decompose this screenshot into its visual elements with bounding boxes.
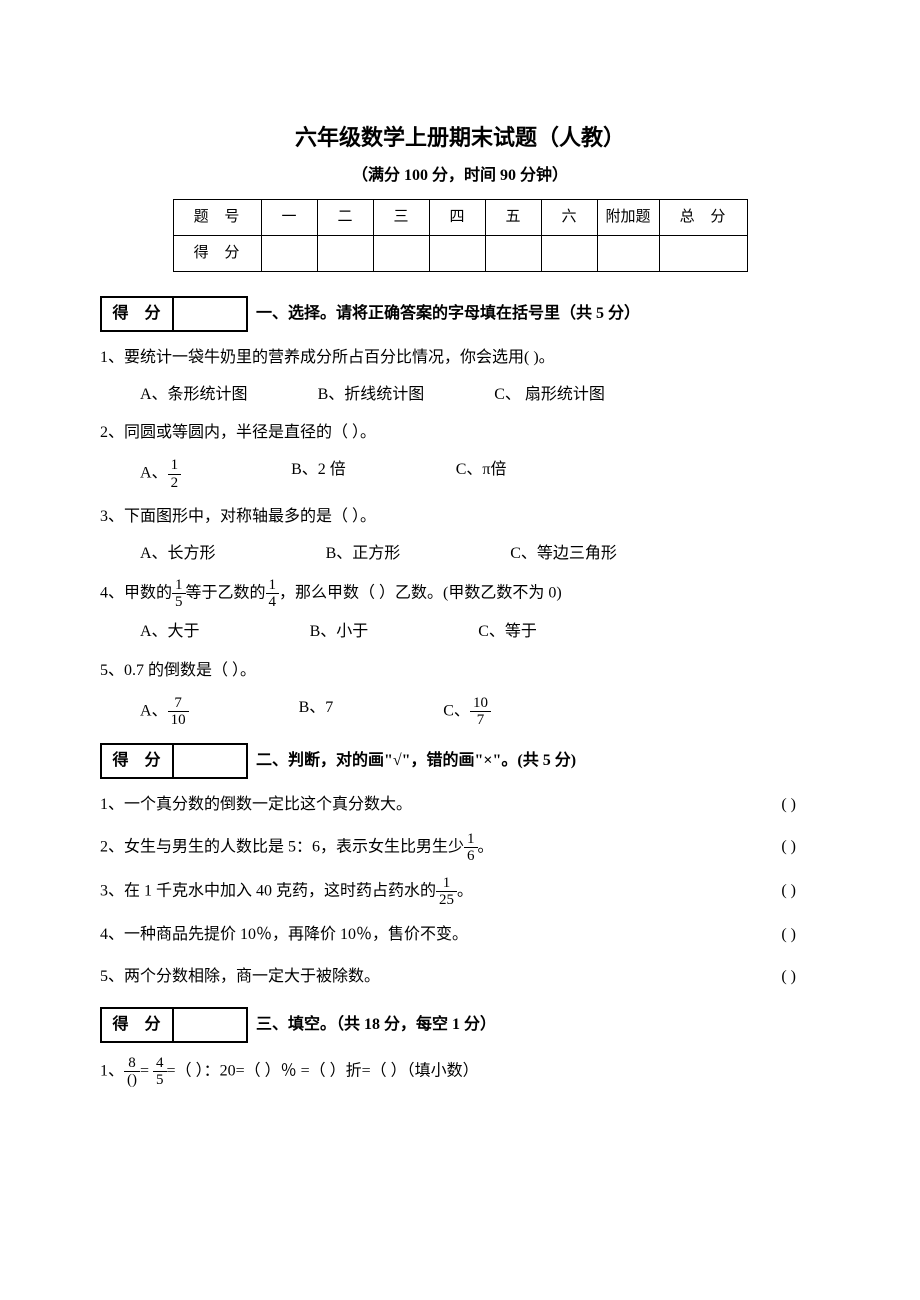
- score-cell: [373, 235, 429, 271]
- judge-text: 1、一个真分数的倒数一定比这个真分数大。: [100, 789, 412, 821]
- fraction: 45: [153, 1055, 167, 1089]
- q2-5: 5、两个分数相除，商一定大于被除数。 ( ): [100, 961, 820, 993]
- col-header: 附加题: [597, 199, 659, 235]
- section-1-title: 一、选择。请将正确答案的字母填在括号里（共 5 分）: [256, 301, 640, 327]
- judge-text: 5、两个分数相除，商一定大于被除数。: [100, 961, 380, 993]
- fraction: 125: [436, 875, 457, 909]
- option-c: C、等边三角形: [510, 541, 617, 567]
- tiny-score-label: 得 分: [101, 1008, 173, 1042]
- score-table: 题 号 一 二 三 四 五 六 附加题 总 分 得 分: [173, 199, 748, 272]
- fraction: 12: [168, 457, 182, 491]
- q3-1: 1、8()= 45=（ ）：20=（ ）％ =（ ）折=（ ）（填小数）: [100, 1055, 820, 1089]
- judge-text: 2、女生与男生的人数比是 5：6，表示女生比男生少16。: [100, 831, 494, 865]
- q1-1-options: A、条形统计图 B、折线统计图 C、 扇形统计图: [140, 382, 820, 408]
- fraction: 107: [470, 695, 491, 729]
- tiny-score-value: [173, 744, 247, 778]
- tiny-score-table: 得 分: [100, 743, 248, 779]
- tiny-score-value: [173, 297, 247, 331]
- score-cell: [541, 235, 597, 271]
- judge-paren: ( ): [781, 875, 820, 909]
- col-header: 六: [541, 199, 597, 235]
- q2-4: 4、一种商品先提价 10％，再降价 10％，售价不变。 ( ): [100, 919, 820, 951]
- tiny-score-table: 得 分: [100, 296, 248, 332]
- q2-1: 1、一个真分数的倒数一定比这个真分数大。 ( ): [100, 789, 820, 821]
- col-header: 总 分: [659, 199, 747, 235]
- col-header: 一: [261, 199, 317, 235]
- page-title: 六年级数学上册期末试题（人教）: [100, 120, 820, 155]
- table-row: 得 分: [173, 235, 747, 271]
- option-a: A、大于: [140, 619, 200, 645]
- table-row: 题 号 一 二 三 四 五 六 附加题 总 分: [173, 199, 747, 235]
- option-c: C、107: [443, 695, 491, 729]
- score-cell: [659, 235, 747, 271]
- fraction: 8(): [124, 1055, 140, 1089]
- q1-1-text: 1、要统计一袋牛奶里的营养成分所占百分比情况，你会选用( )。: [100, 342, 820, 374]
- judge-text: 4、一种商品先提价 10％，再降价 10％，售价不变。: [100, 919, 468, 951]
- option-a: A、条形统计图: [140, 382, 248, 408]
- option-c: C、 扇形统计图: [494, 382, 605, 408]
- section-3-title: 三、填空。（共 18 分，每空 1 分）: [256, 1012, 496, 1038]
- tiny-score-label: 得 分: [101, 297, 173, 331]
- fraction: 16: [464, 831, 478, 865]
- q1-5-options: A、710 B、7 C、107: [140, 695, 820, 729]
- fraction: 710: [168, 695, 189, 729]
- option-b: B、2 倍: [291, 457, 346, 491]
- option-a: A、12: [140, 457, 181, 491]
- score-cell: [485, 235, 541, 271]
- fraction: 14: [266, 577, 280, 611]
- option-a: A、710: [140, 695, 189, 729]
- section-3-header: 得 分 三、填空。（共 18 分，每空 1 分）: [100, 1007, 820, 1043]
- judge-paren: ( ): [781, 961, 820, 993]
- score-cell: [597, 235, 659, 271]
- q1-2-options: A、12 B、2 倍 C、π倍: [140, 457, 820, 491]
- option-c: C、等于: [478, 619, 537, 645]
- q1-4-options: A、大于 B、小于 C、等于: [140, 619, 820, 645]
- q1-3-options: A、长方形 B、正方形 C、等边三角形: [140, 541, 820, 567]
- q2-2: 2、女生与男生的人数比是 5：6，表示女生比男生少16。 ( ): [100, 831, 820, 865]
- col-header: 三: [373, 199, 429, 235]
- tiny-score-label: 得 分: [101, 744, 173, 778]
- col-header: 五: [485, 199, 541, 235]
- section-2-title: 二、判断，对的画"√"，错的画"×"。(共 5 分): [256, 748, 576, 774]
- judge-paren: ( ): [781, 919, 820, 951]
- score-cell: [429, 235, 485, 271]
- q2-3: 3、在 1 千克水中加入 40 克药，这时药占药水的125。 ( ): [100, 875, 820, 909]
- q1-2-text: 2、同圆或等圆内，半径是直径的（ ）。: [100, 417, 820, 449]
- score-cell: [317, 235, 373, 271]
- col-header: 二: [317, 199, 373, 235]
- q1-5-text: 5、0.7 的倒数是（ ）。: [100, 655, 820, 687]
- q1-4-text: 4、甲数的15等于乙数的14，那么甲数（ ）乙数。(甲数乙数不为 0): [100, 577, 820, 611]
- tiny-score-table: 得 分: [100, 1007, 248, 1043]
- judge-paren: ( ): [781, 831, 820, 865]
- row-label: 得 分: [173, 235, 261, 271]
- judge-paren: ( ): [781, 789, 820, 821]
- option-b: B、正方形: [326, 541, 401, 567]
- section-1-header: 得 分 一、选择。请将正确答案的字母填在括号里（共 5 分）: [100, 296, 820, 332]
- score-cell: [261, 235, 317, 271]
- tiny-score-value: [173, 1008, 247, 1042]
- option-a: A、长方形: [140, 541, 216, 567]
- option-c: C、π倍: [456, 457, 507, 491]
- option-b: B、7: [299, 695, 334, 729]
- col-header: 四: [429, 199, 485, 235]
- subtitle: （满分 100 分，时间 90 分钟）: [100, 163, 820, 189]
- row-label: 题 号: [173, 199, 261, 235]
- section-2-header: 得 分 二、判断，对的画"√"，错的画"×"。(共 5 分): [100, 743, 820, 779]
- option-b: B、小于: [310, 619, 369, 645]
- option-b: B、折线统计图: [318, 382, 425, 408]
- q1-3-text: 3、下面图形中，对称轴最多的是（ ）。: [100, 501, 820, 533]
- fraction: 15: [172, 577, 186, 611]
- judge-text: 3、在 1 千克水中加入 40 克药，这时药占药水的125。: [100, 875, 473, 909]
